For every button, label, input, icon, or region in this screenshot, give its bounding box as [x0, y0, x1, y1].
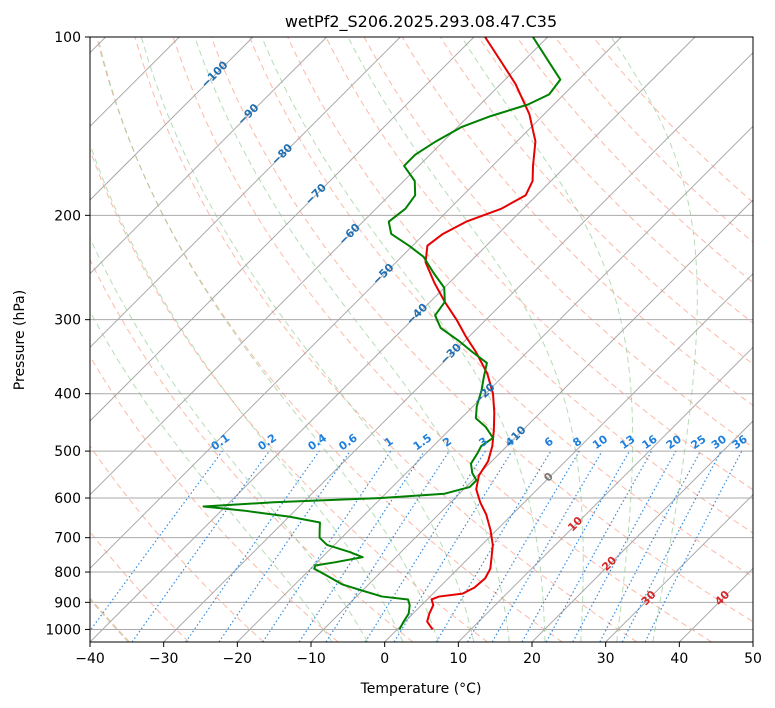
isotherm-line — [90, 37, 328, 275]
y-tick-label: 1000 — [45, 622, 81, 638]
moist-adiabat-6 — [261, 37, 546, 642]
isotherms — [90, 37, 753, 642]
x-tick-label: 20 — [523, 651, 541, 667]
isotherm-line — [163, 51, 753, 642]
isotherm-line — [90, 37, 549, 496]
mixing-ratio-line-16 — [545, 450, 653, 642]
chart-title: wetPf2_S206.2025.293.08.47.C35 — [285, 12, 557, 32]
mixing-ratio-lines — [90, 450, 743, 642]
moist-adiabat-8 — [461, 37, 634, 642]
x-axis: −40 −30 −20 −10 0 10 20 30 40 50 — [75, 642, 762, 667]
dry-adiabat-3 — [90, 258, 414, 642]
moist-adiabat-9 — [610, 37, 698, 642]
dry-adiabat-9 — [249, 37, 753, 578]
dry-adiabat-16 — [516, 37, 753, 284]
isotherm-line — [457, 346, 753, 642]
mixing-ratio-line-0.2 — [131, 450, 270, 642]
dry-adiabat-6 — [134, 37, 638, 642]
y-tick-label: 400 — [54, 387, 81, 403]
mixing-ratio-line-1.5 — [298, 450, 425, 642]
x-tick-label: −40 — [75, 651, 105, 667]
dry-adiabat-15 — [478, 37, 753, 324]
mixing-ratio-line-20 — [572, 450, 677, 642]
x-tick-label: 50 — [744, 651, 762, 667]
isotherm-line — [236, 125, 753, 642]
isotherm-line — [90, 37, 254, 201]
x-tick-label: −20 — [223, 651, 253, 667]
isotherm-line — [384, 272, 753, 642]
mixing-ratio-line-0.4 — [185, 450, 320, 642]
x-axis-label: Temperature (°C) — [360, 681, 482, 697]
dry-adiabats — [90, 37, 753, 642]
moist-adiabat-5 — [194, 37, 510, 642]
dry-adiabat-8 — [210, 37, 753, 623]
x-tick-label: 10 — [449, 651, 467, 667]
x-tick-label: 0 — [380, 651, 389, 667]
y-tick-label: 100 — [54, 30, 81, 46]
isotherm-line — [90, 37, 475, 422]
dry-adiabat-5 — [96, 37, 563, 642]
isotherm-line — [310, 199, 753, 642]
isotherm-line — [531, 420, 753, 642]
y-tick-label: 300 — [54, 313, 81, 329]
mixing-ratio-line-1 — [262, 450, 392, 642]
series-layer — [202, 37, 562, 631]
x-tick-label: 30 — [597, 651, 615, 667]
isotherm-line — [605, 493, 753, 642]
y-tick-label: 800 — [54, 565, 81, 581]
y-axis: 100 200 300 400 500 600 700 800 900 1000 — [45, 30, 90, 638]
moist-adiabat-0 — [90, 310, 333, 642]
x-tick-label: 40 — [670, 651, 688, 667]
isotherm-line — [90, 37, 622, 570]
y-tick-label: 500 — [54, 444, 81, 460]
moist-adiabat-4 — [140, 37, 475, 642]
reference-curve-0 — [90, 597, 130, 642]
mixing-ratio-line-36 — [644, 450, 743, 642]
x-tick-label: −10 — [296, 651, 326, 667]
x-tick-label: −30 — [149, 651, 179, 667]
isotherm-line — [90, 37, 696, 642]
grid-layer — [90, 37, 753, 642]
mixing-ratio-line-13 — [521, 450, 631, 642]
dry-adiabat-14 — [439, 37, 753, 365]
y-tick-label: 600 — [54, 491, 81, 507]
y-tick-label: 900 — [54, 595, 81, 611]
moist-adiabats — [90, 37, 698, 642]
reference-curves — [90, 597, 130, 642]
isotherm-line — [90, 37, 401, 349]
plot-frame — [89, 36, 754, 643]
dry-adiabat-10 — [287, 37, 753, 534]
dry-adiabat-7 — [172, 37, 712, 642]
series-temperature-line — [424, 37, 537, 631]
mixing-ratio-line-2 — [325, 450, 450, 642]
mixing-ratio-line-0.1 — [90, 450, 223, 632]
mixing-ratio-line-4 — [393, 450, 513, 642]
series-dewpoint-line — [202, 37, 562, 630]
moist-adiabat-1 — [90, 236, 369, 642]
y-axis-label: Pressure (hPa) — [12, 290, 28, 390]
dry-adiabat-2 — [90, 355, 339, 642]
y-tick-label: 700 — [54, 531, 81, 547]
moist-adiabat-3 — [97, 37, 439, 642]
dry-adiabat-1 — [90, 445, 264, 642]
y-tick-label: 200 — [54, 208, 81, 224]
moist-adiabat-7 — [347, 37, 584, 642]
dry-adiabat-11 — [325, 37, 753, 491]
mixing-ratio-line-0.6 — [218, 450, 351, 642]
